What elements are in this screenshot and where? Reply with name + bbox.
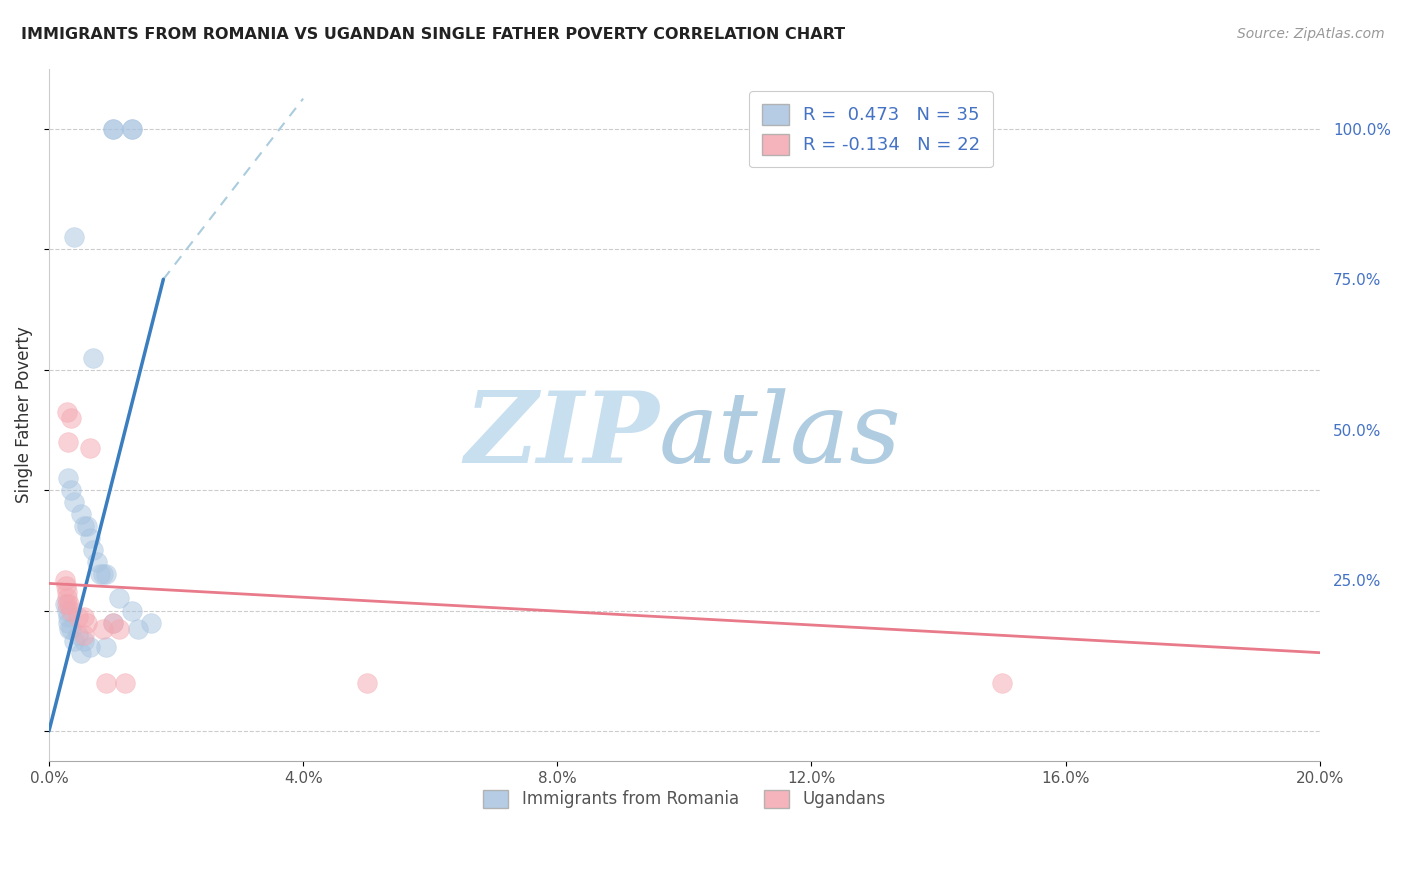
Point [60,410,83,425]
Point [66,609,89,624]
Point [55,603,77,617]
Point [56,471,79,485]
Point [121,603,143,617]
Point [56,615,79,630]
Point [69,646,91,660]
Point [89,567,111,582]
Point [56,598,79,612]
Legend: Immigrants from Romania, Ugandans: Immigrants from Romania, Ugandans [477,783,891,815]
Point [82,351,104,365]
Point [139,615,162,630]
Point [55,579,77,593]
Point [91,622,114,636]
Point [58,598,80,612]
Point [991,675,1014,690]
Point [96,675,118,690]
Point [60,622,83,636]
Text: atlas: atlas [659,388,901,483]
Text: ZIP: ZIP [464,387,659,483]
Point [69,507,91,521]
Point [76,615,98,630]
Point [356,675,378,690]
Point [55,405,77,419]
Point [63,633,86,648]
Point [73,633,96,648]
Point [73,627,96,641]
Point [73,519,96,533]
Point [108,591,131,606]
Point [79,640,101,654]
Text: Source: ZipAtlas.com: Source: ZipAtlas.com [1237,27,1385,41]
Point [63,230,86,244]
Point [79,441,101,455]
Point [76,519,98,533]
Point [96,567,118,582]
Point [101,121,124,136]
Point [60,483,83,497]
Point [60,603,83,617]
Point [114,675,136,690]
Point [101,615,124,630]
Point [121,121,143,136]
Point [127,622,149,636]
Point [53,574,76,588]
Point [101,615,124,630]
Point [58,622,80,636]
Point [96,640,118,654]
Point [56,609,79,624]
Point [56,434,79,449]
Point [79,531,101,545]
Y-axis label: Single Father Poverty: Single Father Poverty [15,326,32,503]
Point [73,609,96,624]
Point [55,591,77,606]
Point [86,555,108,569]
Point [82,543,104,558]
Point [53,598,76,612]
Text: IMMIGRANTS FROM ROMANIA VS UGANDAN SINGLE FATHER POVERTY CORRELATION CHART: IMMIGRANTS FROM ROMANIA VS UGANDAN SINGL… [21,27,845,42]
Point [108,622,131,636]
Point [91,567,114,582]
Point [66,627,89,641]
Point [101,121,124,136]
Point [121,121,143,136]
Point [63,495,86,509]
Point [55,585,77,599]
